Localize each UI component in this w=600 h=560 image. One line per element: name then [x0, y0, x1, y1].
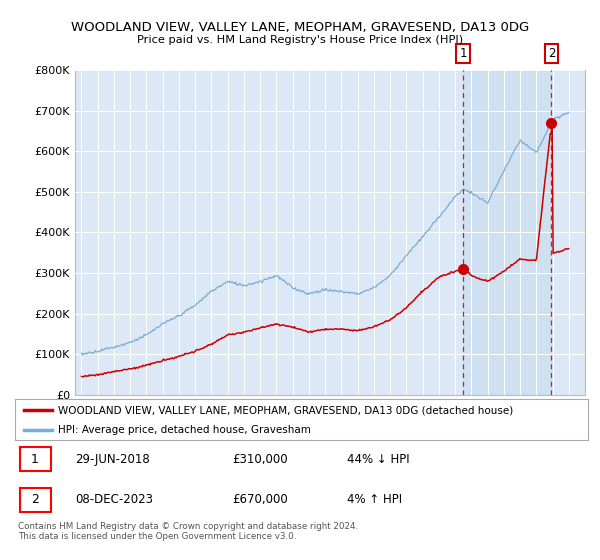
Text: WOODLAND VIEW, VALLEY LANE, MEOPHAM, GRAVESEND, DA13 0DG (detached house): WOODLAND VIEW, VALLEY LANE, MEOPHAM, GRA…	[58, 405, 513, 415]
Text: Contains HM Land Registry data © Crown copyright and database right 2024.: Contains HM Land Registry data © Crown c…	[18, 522, 358, 531]
Text: This data is licensed under the Open Government Licence v3.0.: This data is licensed under the Open Gov…	[18, 532, 296, 541]
Text: 1: 1	[31, 452, 39, 465]
Text: 08-DEC-2023: 08-DEC-2023	[75, 493, 153, 506]
Text: 2: 2	[31, 493, 39, 506]
Text: WOODLAND VIEW, VALLEY LANE, MEOPHAM, GRAVESEND, DA13 0DG: WOODLAND VIEW, VALLEY LANE, MEOPHAM, GRA…	[71, 21, 529, 34]
Text: 2: 2	[548, 47, 555, 60]
Text: £670,000: £670,000	[233, 493, 289, 506]
Text: HPI: Average price, detached house, Gravesham: HPI: Average price, detached house, Grav…	[58, 424, 311, 435]
Text: 1: 1	[459, 47, 467, 60]
Text: 4% ↑ HPI: 4% ↑ HPI	[347, 493, 403, 506]
Text: Price paid vs. HM Land Registry's House Price Index (HPI): Price paid vs. HM Land Registry's House …	[137, 35, 463, 45]
FancyBboxPatch shape	[20, 488, 51, 512]
FancyBboxPatch shape	[20, 447, 51, 471]
Bar	[463, 70, 551, 395]
Text: 44% ↓ HPI: 44% ↓ HPI	[347, 452, 410, 465]
Text: 29-JUN-2018: 29-JUN-2018	[75, 452, 150, 465]
Text: £310,000: £310,000	[233, 452, 289, 465]
